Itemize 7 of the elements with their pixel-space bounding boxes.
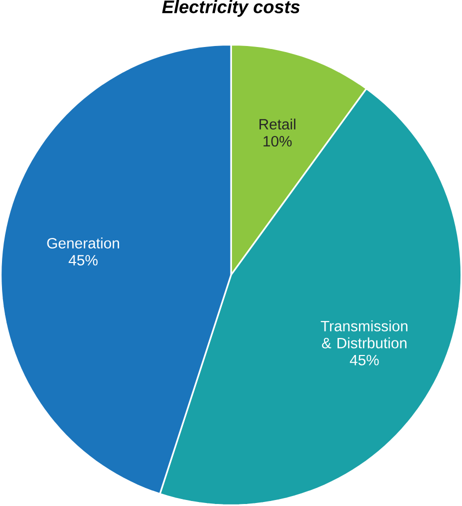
data-label: 45% xyxy=(350,354,379,366)
chart-title: Electricity costs xyxy=(162,0,300,17)
data-label: 10% xyxy=(264,136,292,147)
slice-label: Transmission & Distrbution xyxy=(320,320,408,348)
slice-label: Retail xyxy=(259,118,296,130)
slice-label: Generation xyxy=(47,238,119,248)
data-label: 45% xyxy=(68,255,98,266)
